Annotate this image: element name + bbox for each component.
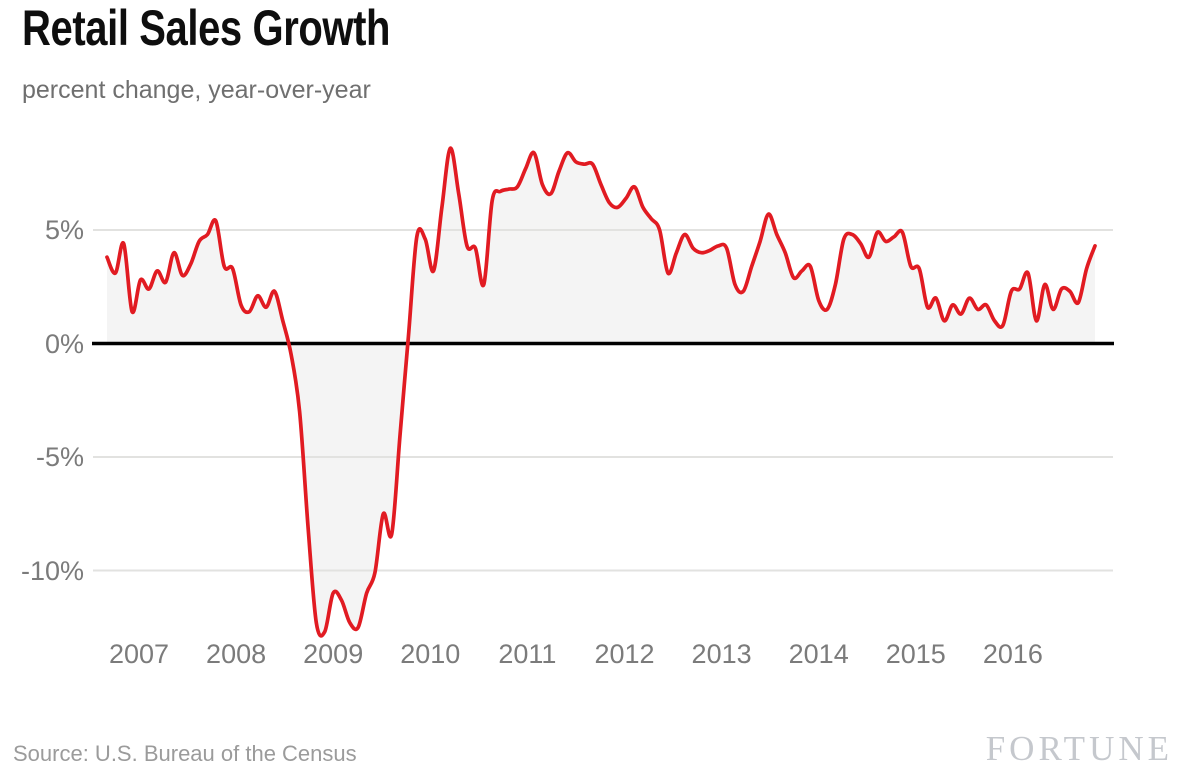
area-fill [107,148,1095,636]
fortune-logo: FORTUNE [985,729,1173,768]
data-line [105,146,1097,638]
page-title: Retail Sales Growth [22,2,482,55]
page-title-text: Retail Sales Growth [22,0,391,56]
chart-subtitle: percent change, year-over-year [22,76,371,104]
source-note: Source: U.S. Bureau of the Census [13,741,357,766]
